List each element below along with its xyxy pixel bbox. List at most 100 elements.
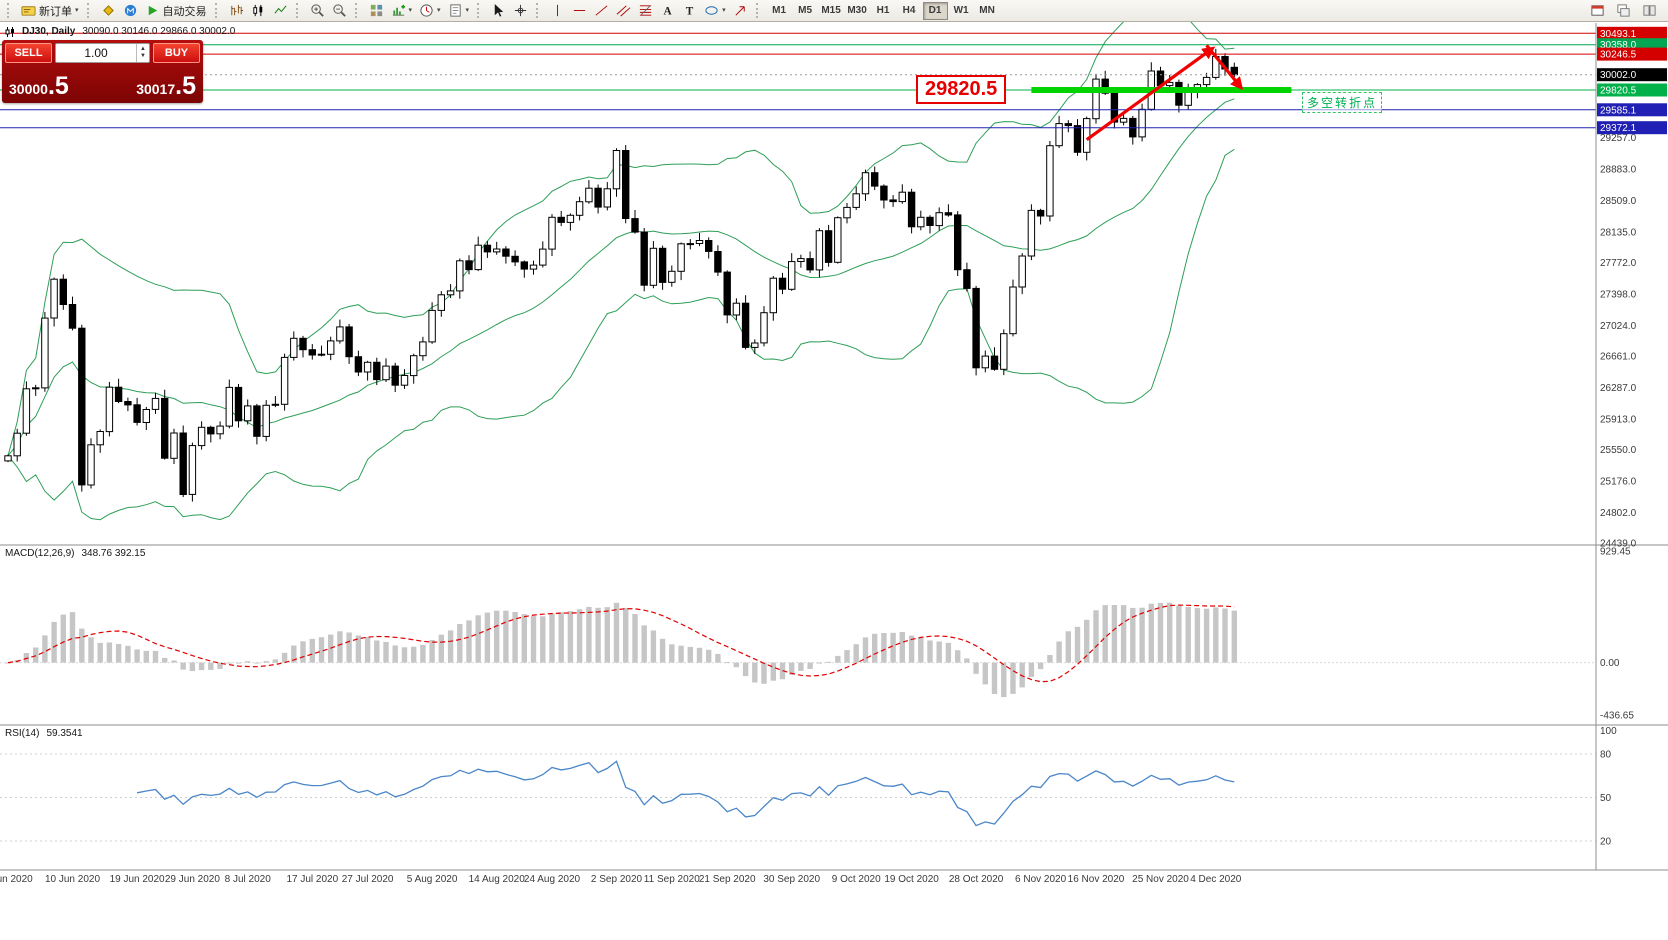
timeframe-mn-button[interactable]: MN (979, 5, 995, 16)
candlestick-chart-button[interactable] (248, 1, 269, 21)
trendline-button[interactable] (591, 1, 612, 21)
svg-text:30002.0: 30002.0 (1600, 70, 1637, 81)
svg-text:-436.65: -436.65 (1600, 711, 1634, 722)
bar-chart-button[interactable] (226, 1, 247, 21)
svg-text:5 Aug 2020: 5 Aug 2020 (407, 874, 458, 885)
help-button[interactable] (1639, 1, 1660, 21)
indicators-button[interactable]: ▾ (388, 1, 416, 21)
community-button[interactable] (120, 1, 141, 21)
svg-text:25913.0: 25913.0 (1600, 414, 1637, 425)
quote-prices: 30000.5 30017.5 (5, 74, 200, 100)
toolbar-grip (354, 3, 361, 18)
periods-button[interactable]: ▾ (416, 1, 444, 21)
line-chart-button[interactable] (270, 1, 291, 21)
svg-text:29585.1: 29585.1 (1600, 105, 1637, 116)
svg-text:4 Dec 2020: 4 Dec 2020 (1190, 874, 1242, 885)
toolbar-grip (86, 3, 93, 18)
price-axis[interactable]: 29257.0 28883.0 28509.0 28135.0 27772.0 27398… (1597, 26, 1667, 848)
svg-text:2 Sep 2020: 2 Sep 2020 (591, 874, 643, 885)
toolbar-grip (295, 3, 302, 18)
arrow-tool-button[interactable] (730, 1, 751, 21)
level-lines (0, 32, 1596, 129)
timeframe-m30-button[interactable]: M30 (847, 5, 867, 16)
tile-windows-button[interactable] (366, 1, 387, 21)
svg-text:29820.5: 29820.5 (1600, 86, 1637, 97)
svg-text:8 Jul 2020: 8 Jul 2020 (225, 874, 272, 885)
svg-text:26287.0: 26287.0 (1600, 383, 1637, 394)
vertical-line-button[interactable] (547, 1, 568, 21)
caret-down-icon: ▾ (75, 7, 79, 14)
trade-controls-row: SELL ▲ ▼ BUY (5, 43, 200, 63)
volume-up-button[interactable]: ▲ (140, 46, 146, 52)
price-tag: 29820.5 (1597, 83, 1667, 97)
caret-down-icon: ▾ (722, 7, 726, 14)
channel-button[interactable] (613, 1, 634, 21)
timeframe-h4-button[interactable]: H4 (902, 5, 916, 16)
chart-window-icon (5, 26, 14, 37)
new-order-button[interactable]: 新订单 ▾ (18, 1, 82, 21)
svg-text:10 Jun 2020: 10 Jun 2020 (45, 874, 100, 885)
text-tool-button[interactable]: A (657, 1, 678, 21)
channel-icon (616, 5, 631, 17)
svg-text:19 Jun 2020: 19 Jun 2020 (110, 874, 165, 885)
svg-text:0.00: 0.00 (1600, 658, 1620, 669)
cursor-button[interactable] (488, 1, 509, 21)
crosshair-button[interactable] (510, 1, 531, 21)
timeframe-w1-button[interactable]: W1 (953, 5, 969, 16)
svg-text:28 Oct 2020: 28 Oct 2020 (949, 874, 1004, 885)
panel-toggle-button[interactable] (1587, 1, 1608, 21)
timeframe-m15-button[interactable]: M15 (821, 5, 841, 16)
new-order-ticket-icon (21, 6, 36, 16)
one-click-trading-panel: SELL ▲ ▼ BUY 30000.5 30017.5 (2, 40, 203, 103)
zoom-out-button[interactable] (329, 1, 350, 21)
cursor-icon (494, 3, 504, 17)
timeframe-h1-button[interactable]: H1 (876, 5, 890, 16)
buy-button[interactable]: BUY (153, 43, 200, 63)
svg-text:16 Nov 2020: 16 Nov 2020 (1068, 874, 1125, 885)
svg-text:28509.0: 28509.0 (1600, 196, 1637, 207)
fibonacci-button[interactable] (635, 1, 656, 21)
price-tag: 30493.1 (1597, 26, 1667, 40)
timeframe-m1-button[interactable]: M1 (772, 5, 787, 16)
support-zone-line (1031, 87, 1292, 93)
rsi-indicator-label: RSI(14) 59.3541 (5, 728, 83, 739)
toolbar-right-group (1587, 1, 1665, 21)
svg-text:24 Aug 2020: 24 Aug 2020 (524, 874, 581, 885)
timeframe-m5-button[interactable]: M5 (798, 5, 813, 16)
svg-text:27 Jul 2020: 27 Jul 2020 (342, 874, 394, 885)
sell-button[interactable]: SELL (5, 43, 52, 63)
svg-text:29257.0: 29257.0 (1600, 133, 1637, 144)
chart-canvas[interactable]: 29257.0 28883.0 28509.0 28135.0 27772.0 27398… (0, 0, 1668, 895)
svg-text:27398.0: 27398.0 (1600, 289, 1637, 300)
toolbar-grip (214, 3, 221, 18)
volume-down-button[interactable]: ▼ (140, 53, 146, 59)
horizontal-line-icon (573, 10, 586, 11)
svg-text:30358.0: 30358.0 (1600, 40, 1637, 51)
shapes-button[interactable]: ▾ (701, 1, 729, 21)
svg-text:30493.1: 30493.1 (1600, 29, 1637, 40)
svg-text:20: 20 (1600, 837, 1612, 848)
svg-text:28883.0: 28883.0 (1600, 164, 1637, 175)
volume-box: ▲ ▼ (55, 43, 150, 63)
market-watch-button[interactable] (98, 1, 119, 21)
svg-text:29 Jun 2020: 29 Jun 2020 (165, 874, 220, 885)
autotrading-button[interactable]: 自动交易 (142, 1, 210, 21)
svg-text:11 Sep 2020: 11 Sep 2020 (644, 874, 700, 885)
templates-button[interactable]: ▾ (445, 1, 473, 21)
caret-down-icon: ▾ (408, 7, 413, 14)
label-tool-button[interactable]: T (679, 1, 700, 21)
buy-price-small: 30017 (136, 81, 176, 97)
rsi-value: 59.3541 (46, 728, 83, 739)
toolbar-grip (7, 3, 13, 18)
chart-title: DJ30, Daily 30090.0 30146.0 29866.0 3000… (5, 26, 235, 37)
zoom-in-button[interactable] (307, 1, 328, 21)
arrange-windows-button[interactable] (1613, 1, 1634, 21)
timeframe-d1-button[interactable]: D1 (922, 1, 948, 20)
volume-input[interactable] (56, 44, 136, 62)
svg-text:25176.0: 25176.0 (1600, 476, 1637, 487)
zoom-out-icon (332, 4, 346, 17)
macd-indicator-label: MACD(12,26,9) 348.76 392.15 (5, 548, 145, 559)
svg-text:27024.0: 27024.0 (1600, 321, 1637, 332)
horizontal-line-button[interactable] (569, 1, 590, 21)
